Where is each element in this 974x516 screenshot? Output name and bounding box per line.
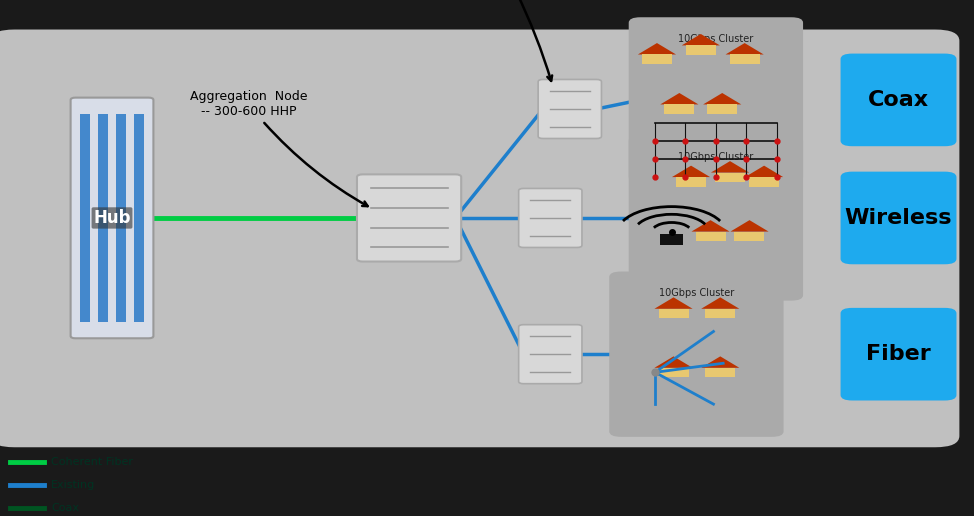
Polygon shape	[711, 161, 749, 172]
FancyBboxPatch shape	[629, 17, 803, 183]
Text: Coherent Fiber: Coherent Fiber	[51, 457, 133, 467]
FancyBboxPatch shape	[629, 135, 803, 301]
Bar	[707, 104, 737, 114]
Text: Coax: Coax	[51, 503, 79, 513]
Bar	[658, 309, 689, 318]
Bar	[734, 232, 765, 241]
Polygon shape	[672, 166, 710, 177]
FancyBboxPatch shape	[356, 174, 462, 262]
FancyBboxPatch shape	[538, 79, 601, 138]
Polygon shape	[655, 297, 693, 309]
Polygon shape	[701, 357, 739, 368]
FancyBboxPatch shape	[518, 188, 581, 248]
Bar	[686, 45, 716, 55]
Text: Fiber: Fiber	[866, 344, 931, 364]
Text: Wireless: Wireless	[844, 208, 953, 228]
Polygon shape	[703, 93, 741, 104]
Bar	[134, 114, 144, 322]
Bar	[705, 309, 735, 318]
Bar	[749, 177, 779, 187]
Bar	[695, 232, 726, 241]
Polygon shape	[730, 220, 768, 232]
Polygon shape	[660, 93, 698, 104]
Polygon shape	[638, 43, 676, 55]
Bar	[642, 55, 672, 64]
Bar	[705, 368, 735, 377]
Polygon shape	[745, 166, 783, 177]
Polygon shape	[692, 220, 730, 232]
Bar	[116, 114, 126, 322]
Text: 10Gbps Cluster: 10Gbps Cluster	[678, 152, 754, 162]
Bar	[715, 172, 745, 182]
Text: Aggregation  Node
-- 300-600 HHP: Aggregation Node -- 300-600 HHP	[190, 90, 367, 206]
Text: Coax: Coax	[868, 90, 929, 110]
Bar	[98, 114, 108, 322]
Bar	[676, 177, 706, 187]
Polygon shape	[701, 297, 739, 309]
Bar	[664, 104, 694, 114]
FancyBboxPatch shape	[841, 54, 956, 146]
FancyBboxPatch shape	[841, 172, 956, 264]
Bar	[81, 114, 91, 322]
Text: Hub: Hub	[94, 209, 131, 227]
FancyBboxPatch shape	[610, 271, 783, 437]
Text: Existing: Existing	[51, 480, 95, 490]
Bar	[730, 55, 760, 64]
FancyBboxPatch shape	[518, 325, 581, 384]
FancyBboxPatch shape	[841, 308, 956, 400]
FancyBboxPatch shape	[0, 29, 959, 447]
Polygon shape	[682, 34, 720, 45]
Polygon shape	[726, 43, 764, 55]
Text: 10Gbps Cluster: 10Gbps Cluster	[658, 288, 734, 298]
Bar	[658, 368, 689, 377]
Polygon shape	[655, 357, 693, 368]
Bar	[660, 234, 684, 245]
FancyBboxPatch shape	[71, 98, 154, 338]
Text: Child Node
-- 40-60 HHP: Child Node -- 40-60 HHP	[467, 0, 552, 81]
Text: 10Gbps Cluster: 10Gbps Cluster	[678, 34, 754, 44]
